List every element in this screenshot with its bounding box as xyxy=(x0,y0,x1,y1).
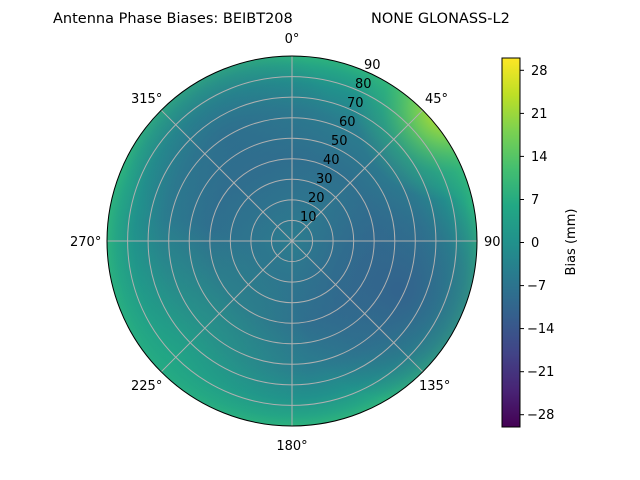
theta-tick-45: 45° xyxy=(425,92,448,107)
colorbar-tick-labels: 28 21 14 7 0 −7 −14 −21 −28 xyxy=(527,64,554,423)
r-tick-30: 30 xyxy=(316,172,333,187)
angular-tick-labels: 0° 45° 90 135° 180° 225° 270° 315° xyxy=(70,32,501,454)
colorbar: 28 21 14 7 0 −7 −14 −21 −28 Bias (mm) xyxy=(501,57,579,428)
r-tick-20: 20 xyxy=(308,191,325,206)
cbar-tick-28: 28 xyxy=(531,64,548,79)
cbar-tick-neg28: −28 xyxy=(527,408,554,423)
cbar-tick-neg7: −7 xyxy=(527,279,546,294)
colorbar-gradient xyxy=(501,57,521,428)
polar-frame xyxy=(106,55,478,427)
theta-tick-225: 225° xyxy=(131,379,162,394)
r-tick-50: 50 xyxy=(331,134,348,149)
r-tick-80: 80 xyxy=(355,77,372,92)
r-tick-60: 60 xyxy=(339,115,356,130)
cbar-tick-0: 0 xyxy=(531,236,539,251)
title-signal: NONE GLONASS-L2 xyxy=(371,11,510,27)
r-tick-70: 70 xyxy=(347,96,364,111)
theta-tick-135: 135° xyxy=(419,379,450,394)
theta-tick-90: 90 xyxy=(484,235,501,250)
r-tick-90: 90 xyxy=(364,58,381,73)
radial-tick-labels: 10 20 30 40 50 60 70 80 90 xyxy=(300,58,381,225)
chart-title: Antenna Phase Biases: BEIBT208 NONE GLON… xyxy=(53,11,510,27)
r-tick-10: 10 xyxy=(300,210,317,225)
colorbar-label: Bias (mm) xyxy=(564,209,579,276)
title-antenna: Antenna Phase Biases: BEIBT208 xyxy=(53,11,293,27)
theta-tick-180: 180° xyxy=(276,439,307,454)
theta-tick-270: 270° xyxy=(70,235,101,250)
r-tick-40: 40 xyxy=(323,153,340,168)
cbar-tick-14: 14 xyxy=(531,150,548,165)
polar-grid xyxy=(107,56,477,426)
theta-tick-0: 0° xyxy=(285,32,300,47)
theta-tick-315: 315° xyxy=(131,92,162,107)
cbar-tick-neg14: −14 xyxy=(527,322,554,337)
cbar-tick-neg21: −21 xyxy=(527,365,554,380)
cbar-tick-21: 21 xyxy=(531,107,548,122)
cbar-tick-7: 7 xyxy=(531,193,539,208)
